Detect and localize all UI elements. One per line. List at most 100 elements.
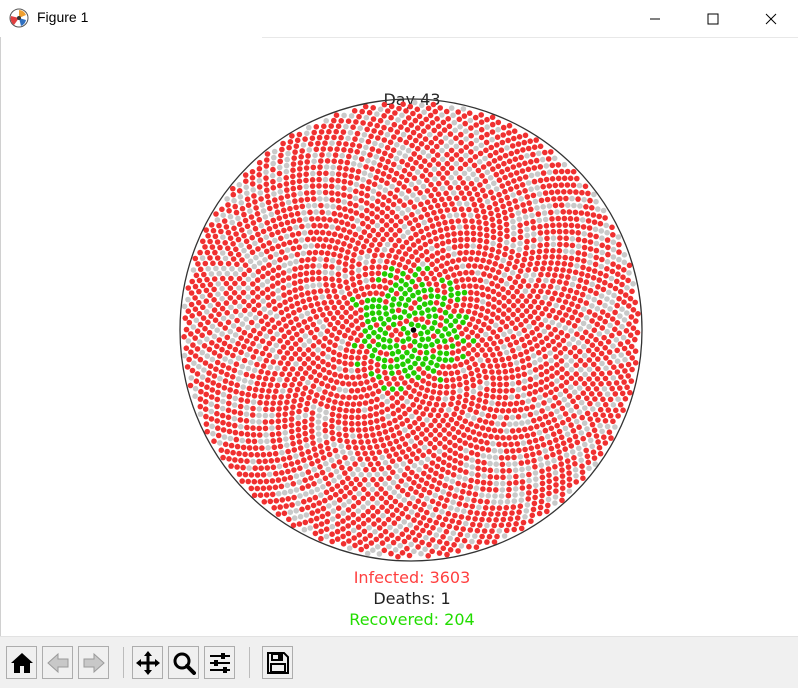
population-dot	[304, 442, 310, 449]
population-dot	[236, 182, 243, 188]
population-dot	[404, 491, 411, 498]
population-dot	[382, 481, 389, 487]
population-dot	[475, 250, 482, 256]
home-button[interactable]	[6, 646, 37, 679]
population-dot	[511, 407, 518, 414]
maximize-button[interactable]	[684, 0, 742, 37]
population-dot	[252, 465, 258, 472]
minimize-button[interactable]	[626, 0, 684, 37]
population-dot	[443, 528, 450, 535]
population-dot	[457, 381, 463, 388]
population-dot	[208, 401, 215, 408]
population-dot	[463, 455, 470, 461]
population-dot	[581, 231, 587, 237]
close-button[interactable]	[742, 0, 798, 37]
population-dot	[429, 261, 435, 268]
population-dot	[313, 515, 320, 522]
population-dot	[509, 143, 516, 149]
population-dot	[510, 192, 516, 198]
population-dot	[328, 183, 335, 190]
population-dot	[407, 286, 413, 293]
population-dot	[225, 245, 231, 252]
population-dot	[548, 149, 554, 155]
figure-canvas[interactable]: Day 43 Infected: 3603 Deaths: 1 Recovere…	[1, 38, 798, 636]
population-dot	[342, 367, 349, 373]
population-dot	[376, 430, 383, 437]
population-dot	[260, 451, 267, 458]
population-dot	[415, 289, 422, 296]
population-dot	[493, 467, 500, 474]
population-dot	[224, 448, 230, 455]
population-dot	[534, 423, 540, 430]
population-dot	[359, 212, 365, 219]
population-dot	[371, 347, 378, 353]
population-dot	[261, 306, 268, 312]
forward-button[interactable]	[78, 646, 109, 679]
pan-button[interactable]	[132, 646, 163, 679]
population-dot	[325, 210, 332, 216]
population-dot	[599, 249, 605, 256]
population-dot	[519, 293, 525, 299]
population-dot	[350, 124, 356, 130]
population-dot	[587, 239, 594, 245]
population-dot	[448, 416, 455, 423]
population-dot	[412, 420, 418, 426]
back-button[interactable]	[42, 646, 73, 679]
population-dot	[548, 260, 554, 266]
population-dot	[563, 312, 569, 318]
configure-subplots-button[interactable]	[204, 646, 235, 679]
zoom-button[interactable]	[168, 646, 199, 679]
population-dot	[446, 455, 453, 461]
population-dot	[526, 323, 532, 330]
population-dot	[503, 349, 510, 356]
population-dot	[330, 508, 337, 514]
population-dot	[342, 414, 349, 420]
population-dot	[445, 510, 452, 517]
population-dot	[519, 466, 525, 473]
population-dot	[487, 460, 493, 467]
population-dot	[291, 280, 298, 286]
population-dot	[569, 236, 576, 242]
population-dot	[570, 336, 576, 343]
population-dot	[304, 130, 310, 137]
population-dot	[435, 396, 442, 402]
save-button[interactable]	[262, 646, 293, 679]
population-dot	[607, 322, 613, 329]
population-dot	[277, 182, 283, 189]
population-dot	[369, 203, 375, 209]
population-dot	[262, 425, 269, 432]
population-dot	[426, 448, 432, 455]
population-dot	[233, 388, 239, 395]
population-dot	[264, 438, 270, 445]
population-dot	[619, 390, 626, 397]
population-dot	[394, 507, 400, 513]
population-dot	[360, 176, 367, 183]
population-dot	[279, 201, 286, 207]
population-dot	[411, 479, 417, 486]
population-dot	[398, 286, 404, 292]
population-dot	[564, 333, 571, 339]
population-dot	[374, 111, 380, 117]
population-dot	[523, 453, 530, 459]
population-dot	[371, 316, 377, 323]
population-dot	[511, 135, 517, 142]
population-dot	[352, 485, 358, 492]
population-dot	[490, 352, 496, 358]
population-dot	[415, 222, 422, 229]
population-dot	[609, 385, 615, 392]
population-dot	[516, 246, 523, 253]
population-dot	[427, 412, 434, 419]
population-dot	[582, 405, 588, 411]
population-dot	[501, 209, 508, 216]
population-dot	[357, 456, 364, 462]
population-dot	[219, 285, 225, 292]
population-dot	[348, 173, 355, 180]
population-dot	[530, 192, 537, 199]
population-dot	[522, 174, 529, 180]
population-dot	[228, 442, 235, 449]
population-dot	[281, 355, 287, 361]
population-dot	[405, 115, 412, 121]
population-dot	[612, 285, 619, 292]
population-dot	[538, 462, 545, 468]
population-dot	[535, 293, 541, 300]
